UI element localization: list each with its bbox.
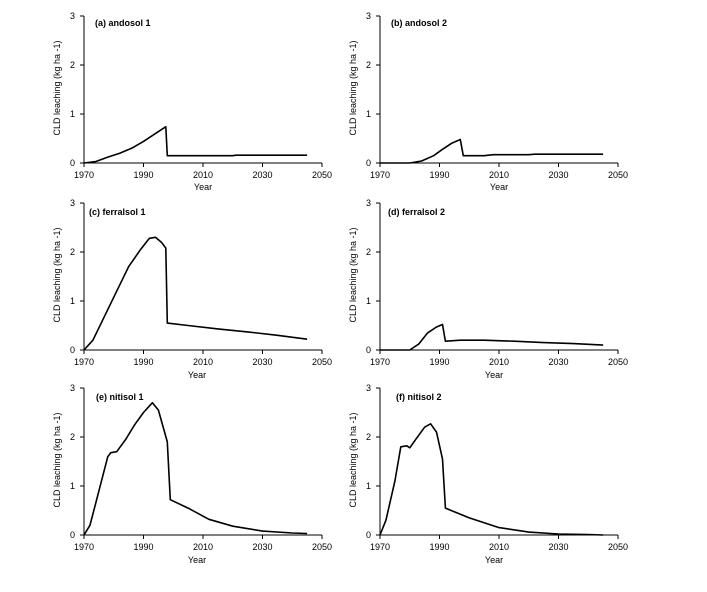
panel-e-ylabel: CLD leaching (kg ha -1): [52, 412, 62, 507]
panel-b-ylabel: CLD leaching (kg ha -1): [348, 40, 358, 135]
panel-d-xtick-label: 1970: [370, 357, 390, 367]
panel-f: CLD leaching (kg ha -1) (f) nitisol 2 0 1…: [348, 383, 628, 565]
panel-c: CLD leaching (kg ha -1) (c) ferralsol 1 …: [52, 198, 332, 380]
panel-c-xtick-label: 1990: [133, 357, 153, 367]
panel-c-ytick-label: 2: [70, 247, 75, 257]
panel-c-xtick-label: 2030: [252, 357, 272, 367]
panel-b-ytick-label: 2: [366, 60, 371, 70]
panel-d-ytick-label: 1: [366, 296, 371, 306]
panel-e-ytick-label: 1: [70, 481, 75, 491]
panel-d-series-line: [380, 323, 604, 351]
panel-f-series-line: [379, 423, 604, 536]
panel-a-title: (a) andosol 1: [95, 18, 151, 28]
panel-b-xtick-label: 2030: [548, 170, 568, 180]
panel-b-ytick-label: 3: [366, 11, 371, 21]
panel-b-xtick-label: 1970: [370, 170, 390, 180]
panel-f-xtick-label: 2010: [489, 542, 509, 552]
panel-a-ylabel: CLD leaching (kg ha -1): [52, 40, 62, 135]
panel-c-xtick-label: 1970: [74, 357, 94, 367]
panel-e-ytick-label: 3: [70, 383, 75, 393]
panel-e-xtick-label: 1970: [74, 542, 94, 552]
panel-f-xlabel: Year: [485, 555, 503, 565]
panel-f-ytick-label: 1: [366, 481, 371, 491]
panel-a-xtick-label: 1970: [74, 170, 94, 180]
panel-a-xlabel: Year: [194, 182, 212, 192]
panel-e-xtick-label: 2050: [312, 542, 332, 552]
panel-c-xlabel: Year: [188, 370, 206, 380]
panel-a-ytick-label: 3: [70, 11, 75, 21]
panel-f-ytick-label: 3: [366, 383, 371, 393]
panel-b-title: (b) andosol 2: [391, 18, 447, 28]
panel-d-title: (d) ferralsol 2: [388, 207, 445, 217]
panel-d-xtick-label: 2030: [548, 357, 568, 367]
panel-d-ytick-label: 0: [366, 345, 371, 355]
panel-a-series-line: [83, 125, 308, 164]
panel-d-ytick-label: 2: [366, 247, 371, 257]
panel-d-xtick-label: 1990: [429, 357, 449, 367]
panel-c-ytick-label: 1: [70, 296, 75, 306]
panel-c-ylabel: CLD leaching (kg ha -1): [52, 227, 62, 322]
panel-a-xtick-label: 2050: [312, 170, 332, 180]
panel-c-title: (c) ferralsol 1: [89, 207, 146, 217]
panel-f-xtick-label: 2030: [548, 542, 568, 552]
panel-d-xtick-label: 2010: [489, 357, 509, 367]
panel-b-ytick-label: 1: [366, 109, 371, 119]
panel-a: CLD leaching (kg ha -1) (a) andosol 1 0 1…: [52, 11, 332, 192]
panel-c-series-line: [83, 236, 308, 351]
panel-e-title: (e) nitisol 1: [96, 392, 144, 402]
panel-a-xtick-label: 1990: [133, 170, 153, 180]
panel-f-xtick-label: 2050: [608, 542, 628, 552]
panel-a-xtick-label: 2030: [252, 170, 272, 180]
panel-b-series-line: [380, 138, 604, 164]
panel-a-xtick-label: 2010: [193, 170, 213, 180]
panel-a-ytick-label: 1: [70, 109, 75, 119]
panel-a-ytick-label: 2: [70, 60, 75, 70]
panel-e-xtick-label: 1990: [133, 542, 153, 552]
panel-f-xtick-label: 1990: [429, 542, 449, 552]
panel-b-ytick-label: 0: [366, 158, 371, 168]
panel-b-xtick-label: 1990: [429, 170, 449, 180]
panel-f-ytick-label: 0: [366, 530, 371, 540]
panel-d: CLD leaching (kg ha -1) (d) ferralsol 2 …: [348, 198, 628, 380]
panel-d-xtick-label: 2050: [608, 357, 628, 367]
panel-f-title: (f) nitisol 2: [396, 392, 442, 402]
panel-a-ytick-label: 0: [70, 158, 75, 168]
panel-c-xtick-label: 2050: [312, 357, 332, 367]
panel-f-ylabel: CLD leaching (kg ha -1): [348, 412, 358, 507]
panel-b-xtick-label: 2050: [608, 170, 628, 180]
panel-b: CLD leaching (kg ha -1) (b) andosol 2 0 1…: [348, 11, 628, 192]
panel-e: CLD leaching (kg ha -1) (e) nitisol 1 0 1…: [52, 383, 332, 565]
panel-d-xlabel: Year: [485, 370, 503, 380]
panel-c-xtick-label: 2010: [193, 357, 213, 367]
panel-c-ytick-label: 3: [70, 198, 75, 208]
panel-e-xlabel: Year: [188, 555, 206, 565]
panel-e-ytick-label: 0: [70, 530, 75, 540]
panel-b-xtick-label: 2010: [489, 170, 509, 180]
panel-f-ytick-label: 2: [366, 432, 371, 442]
panel-d-ylabel: CLD leaching (kg ha -1): [348, 227, 358, 322]
panel-e-xtick-label: 2030: [252, 542, 272, 552]
panel-d-ytick-label: 3: [366, 198, 371, 208]
panel-f-xtick-label: 1970: [370, 542, 390, 552]
panel-b-xlabel: Year: [490, 182, 508, 192]
panel-e-xtick-label: 2010: [193, 542, 213, 552]
panel-c-ytick-label: 0: [70, 345, 75, 355]
panel-e-series-line: [83, 401, 308, 536]
panel-e-ytick-label: 2: [70, 432, 75, 442]
